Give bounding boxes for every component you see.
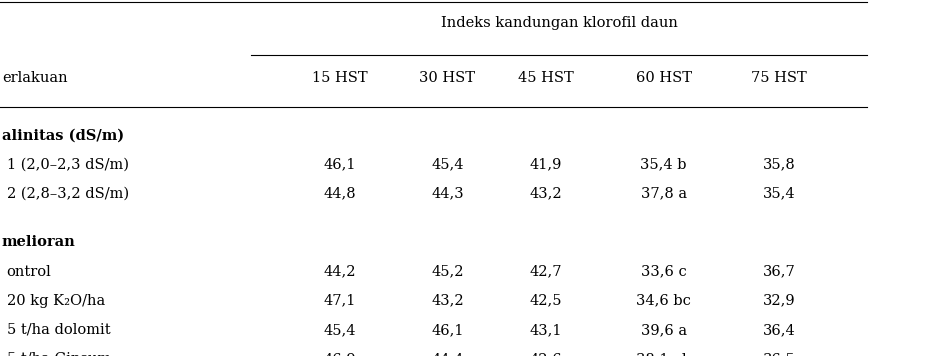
Text: 44,3: 44,3	[431, 187, 464, 200]
Text: erlakuan: erlakuan	[2, 71, 67, 85]
Text: 36,7: 36,7	[763, 265, 795, 278]
Text: 36,5: 36,5	[763, 352, 795, 356]
Text: Indeks kandungan klorofil daun: Indeks kandungan klorofil daun	[441, 16, 678, 30]
Text: 42,5: 42,5	[530, 294, 562, 308]
Text: 43,2: 43,2	[431, 294, 464, 308]
Text: 75 HST: 75 HST	[752, 71, 807, 85]
Text: 30 HST: 30 HST	[419, 71, 476, 85]
Text: 37,8 a: 37,8 a	[641, 187, 686, 200]
Text: 5 t/ha Gipsum: 5 t/ha Gipsum	[7, 352, 111, 356]
Text: 42,6: 42,6	[530, 352, 562, 356]
Text: 33,6 c: 33,6 c	[641, 265, 686, 278]
Text: 45 HST: 45 HST	[519, 71, 574, 85]
Text: 5 t/ha dolomit: 5 t/ha dolomit	[7, 323, 110, 337]
Text: 44,4: 44,4	[431, 352, 464, 356]
Text: 60 HST: 60 HST	[635, 71, 692, 85]
Text: 2 (2,8–3,2 dS/m): 2 (2,8–3,2 dS/m)	[7, 187, 129, 200]
Text: 32,9: 32,9	[763, 294, 795, 308]
Text: 44,8: 44,8	[323, 187, 356, 200]
Text: 35,4: 35,4	[763, 187, 795, 200]
Text: 46,1: 46,1	[431, 323, 464, 337]
Text: 46,1: 46,1	[323, 157, 356, 171]
Text: alinitas (dS/m): alinitas (dS/m)	[2, 128, 124, 142]
Text: 36,4: 36,4	[763, 323, 795, 337]
Text: 44,2: 44,2	[323, 265, 356, 278]
Text: 47,1: 47,1	[323, 294, 356, 308]
Text: 43,2: 43,2	[530, 187, 562, 200]
Text: 45,2: 45,2	[431, 265, 464, 278]
Text: 20 kg K₂O/ha: 20 kg K₂O/ha	[7, 294, 105, 308]
Text: 35,4 b: 35,4 b	[640, 157, 687, 171]
Text: 35,8: 35,8	[763, 157, 795, 171]
Text: 42,7: 42,7	[530, 265, 562, 278]
Text: melioran: melioran	[2, 235, 76, 249]
Text: 39,6 a: 39,6 a	[641, 323, 686, 337]
Text: 43,1: 43,1	[530, 323, 562, 337]
Text: 41,9: 41,9	[530, 157, 562, 171]
Text: 45,4: 45,4	[323, 323, 356, 337]
Text: 34,6 bc: 34,6 bc	[636, 294, 691, 308]
Text: 45,4: 45,4	[431, 157, 464, 171]
Text: 15 HST: 15 HST	[312, 71, 367, 85]
Text: 38,1 ab: 38,1 ab	[636, 352, 691, 356]
Text: 1 (2,0–2,3 dS/m): 1 (2,0–2,3 dS/m)	[7, 157, 129, 171]
Text: ontrol: ontrol	[7, 265, 51, 278]
Text: 46,9: 46,9	[323, 352, 356, 356]
